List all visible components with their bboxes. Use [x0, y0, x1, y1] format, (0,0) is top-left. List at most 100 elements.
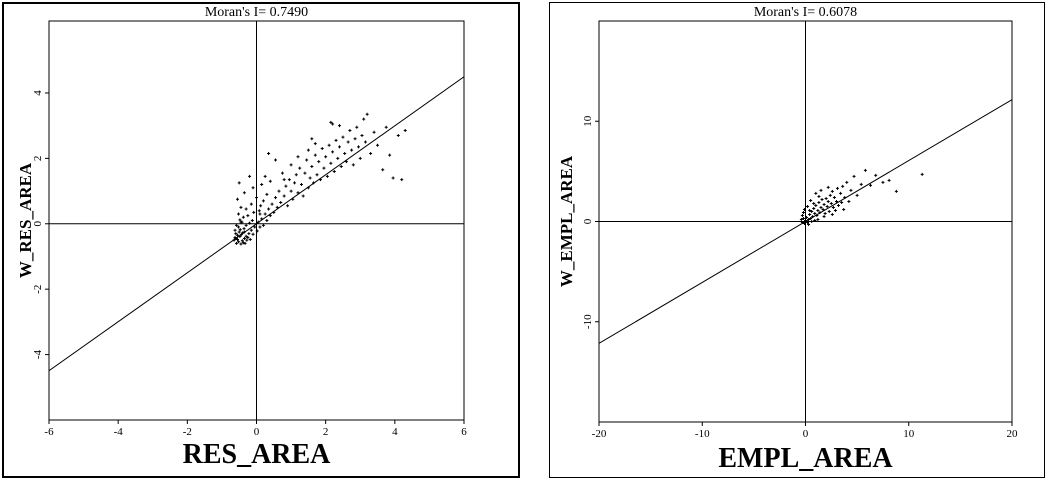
chart-1-data-point	[822, 202, 826, 206]
chart-1-data-point	[832, 195, 836, 199]
chart-0-x-tick-label: 4	[392, 426, 398, 438]
chart-0-data-point	[244, 234, 248, 238]
chart-0-data-point	[244, 207, 248, 211]
chart-1-x-tick-label: 10	[903, 428, 915, 440]
chart-0-x-tick-label: -6	[44, 426, 54, 438]
chart-1-data-point	[831, 205, 835, 209]
chart-0-data-point	[237, 225, 241, 229]
chart-1-data-point	[817, 194, 821, 198]
chart-0-data-point	[396, 133, 400, 137]
chart-0-data-point	[327, 143, 331, 147]
chart-0-data-point	[317, 160, 321, 164]
chart-1-data-point	[806, 221, 810, 225]
chart-1-data-point	[822, 214, 826, 218]
chart-0-data-point	[248, 237, 252, 241]
chart-0-data-point	[350, 148, 354, 152]
chart-1-data-point	[920, 172, 924, 176]
chart-0-data-point	[331, 150, 335, 154]
chart-1-data-point	[806, 204, 810, 208]
chart-0-data-point	[248, 221, 252, 225]
chart-1-data-point	[815, 213, 819, 217]
chart-1-data-point	[852, 174, 856, 178]
chart-0-data-point	[233, 228, 237, 232]
chart-0-data-point	[334, 138, 338, 142]
chart-0-data-point	[268, 214, 272, 218]
chart-0-data-point	[298, 166, 302, 170]
chart-1-data-point	[805, 215, 809, 219]
chart-0-data-point	[234, 236, 238, 240]
chart-0-x-tick-label: 6	[461, 426, 467, 438]
chart-1-x-axis-label: EMPL_AREA	[718, 443, 893, 474]
chart-0-y-tick-label: -2	[32, 285, 44, 294]
chart-0-data-point	[255, 196, 258, 200]
chart-0-data-point	[238, 228, 242, 232]
chart-0-data-point	[348, 129, 352, 133]
chart-0-data-point	[235, 233, 239, 237]
chart-1-data-point	[817, 200, 821, 204]
chart-0-data-point	[265, 219, 269, 222]
chart-0-data-point	[249, 228, 253, 232]
chart-0-data-point	[241, 215, 245, 219]
chart-0-data-point	[388, 153, 392, 157]
chart-0-data-point	[249, 202, 253, 206]
chart-0-data-point	[241, 241, 245, 245]
chart-0-data-point	[246, 236, 250, 240]
chart-0-data-point	[241, 231, 245, 235]
chart-1-data-point	[839, 191, 843, 195]
chart-0-data-point	[344, 160, 348, 164]
chart-1-x-tick-label: 20	[1007, 428, 1019, 440]
chart-0-data-point	[313, 142, 317, 146]
chart-0-data-point	[239, 242, 243, 246]
chart-1-data-point	[818, 210, 822, 214]
chart-0-data-point	[259, 204, 263, 208]
chart-0-data-point	[280, 171, 284, 175]
chart-0-x-tick-label: 0	[254, 426, 260, 438]
chart-0-y-tick-label: -4	[32, 350, 44, 360]
chart-0-data-point	[257, 209, 261, 213]
chart-0-data-point	[341, 135, 345, 139]
chart-0-data-point	[312, 181, 316, 185]
chart-0-data-point	[263, 212, 267, 216]
chart-0-data-point	[346, 140, 350, 144]
chart-0-x-axis-label: RES_AREA	[183, 439, 332, 470]
chart-0-y-axis-label: W_RES_AREA	[16, 162, 35, 278]
chart-0-data-point	[282, 178, 286, 182]
chart-0-data-point	[303, 171, 307, 175]
chart-1-data-point	[874, 173, 878, 177]
chart-0-data-point	[235, 237, 239, 241]
chart-0-data-point	[362, 117, 366, 121]
chart-1-data-point	[807, 223, 811, 227]
chart-0-data-point	[355, 125, 359, 129]
chart-0-data-point	[234, 241, 238, 245]
chart-1-data-point	[842, 207, 846, 211]
chart-0-data-point	[289, 189, 293, 193]
chart-0-regression-line	[49, 76, 464, 372]
chart-0-data-point	[246, 214, 250, 218]
chart-0-data-point	[252, 210, 256, 214]
chart-1-data-point	[829, 201, 833, 205]
chart-1-data-point	[804, 218, 807, 222]
chart-1-data-point	[836, 186, 840, 190]
chart-1-data-point	[802, 207, 806, 211]
chart-0-data-point	[238, 218, 242, 222]
chart-1-data-point	[841, 184, 845, 188]
chart-1-data-point	[826, 185, 830, 189]
chart-0-data-point	[239, 205, 243, 209]
chart-1-data-point	[887, 178, 891, 182]
chart-1-data-point	[826, 199, 830, 203]
chart-1-data-point	[823, 211, 827, 215]
chart-1-data-point	[859, 182, 863, 186]
chart-1-data-point	[863, 168, 867, 172]
chart-0-data-point	[325, 174, 329, 178]
chart-0-data-point	[299, 183, 303, 187]
chart-0-data-point	[279, 201, 283, 205]
chart-0-data-point	[258, 212, 262, 216]
chart-0-data-point	[261, 223, 265, 227]
chart-0-data-point	[245, 238, 249, 242]
chart-0-data-point	[296, 191, 300, 195]
chart-0-data-point	[320, 147, 324, 151]
chart-0-data-point	[235, 197, 239, 201]
chart-1-y-axis-label: W_EMPL_AREA	[557, 155, 576, 287]
chart-0-data-point	[244, 223, 248, 227]
chart-0-data-point	[282, 194, 286, 198]
